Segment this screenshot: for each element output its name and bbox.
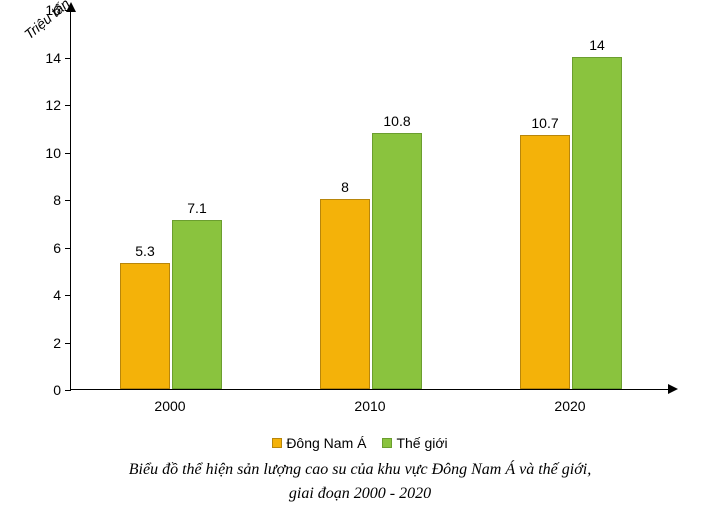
bar: [320, 199, 370, 389]
x-tick-label: 2000: [154, 398, 185, 414]
y-tick-label: 4: [31, 287, 61, 303]
y-tick: [65, 295, 71, 296]
y-tick: [65, 343, 71, 344]
bar: [572, 57, 622, 390]
bar-value-label: 5.3: [120, 243, 170, 259]
legend-item: Đông Nam Á: [272, 435, 366, 451]
y-tick: [65, 248, 71, 249]
legend-swatch-icon: [382, 438, 392, 448]
legend: Đông Nam Á Thế giới: [0, 435, 720, 451]
bar: [372, 133, 422, 390]
y-tick-label: 2: [31, 335, 61, 351]
bar-value-label: 8: [320, 179, 370, 195]
caption-line-1: Biểu đồ thể hiện sản lượng cao su của kh…: [129, 461, 591, 478]
y-tick: [65, 153, 71, 154]
legend-label: Thế giới: [396, 435, 447, 451]
y-tick-label: 14: [31, 50, 61, 66]
bars-layer: 5.3 7.1 8 10.8 10.7 14: [71, 9, 671, 389]
y-tick-label: 0: [31, 382, 61, 398]
y-tick: [65, 200, 71, 201]
bar: [520, 135, 570, 389]
caption-line-2: giai đoạn 2000 - 2020: [289, 485, 431, 502]
y-tick-label: 12: [31, 97, 61, 113]
legend-swatch-icon: [272, 438, 282, 448]
bar: [120, 263, 170, 389]
y-tick: [65, 105, 71, 106]
x-tick-label: 2020: [554, 398, 585, 414]
y-tick-label: 10: [31, 145, 61, 161]
bar-value-label: 7.1: [172, 200, 222, 216]
bar-value-label: 14: [572, 37, 622, 53]
caption: Biểu đồ thể hiện sản lượng cao su của kh…: [0, 458, 720, 506]
y-tick: [65, 58, 71, 59]
y-tick-label: 6: [31, 240, 61, 256]
y-tick-label: 8: [31, 192, 61, 208]
plot-area: Triệu tấn 5.37.1810.810.714 024681012141…: [70, 10, 670, 390]
x-tick-label: 2010: [354, 398, 385, 414]
legend-label: Đông Nam Á: [286, 435, 366, 451]
y-tick: [65, 390, 71, 391]
bar: [172, 220, 222, 389]
legend-item: Thế giới: [382, 435, 447, 451]
y-tick: [65, 10, 71, 11]
y-tick-label: 16: [31, 2, 61, 18]
chart-container: Triệu tấn 5.37.1810.810.714 024681012141…: [70, 10, 690, 410]
bar-value-label: 10.8: [372, 113, 422, 129]
bar-value-label: 10.7: [520, 115, 570, 131]
